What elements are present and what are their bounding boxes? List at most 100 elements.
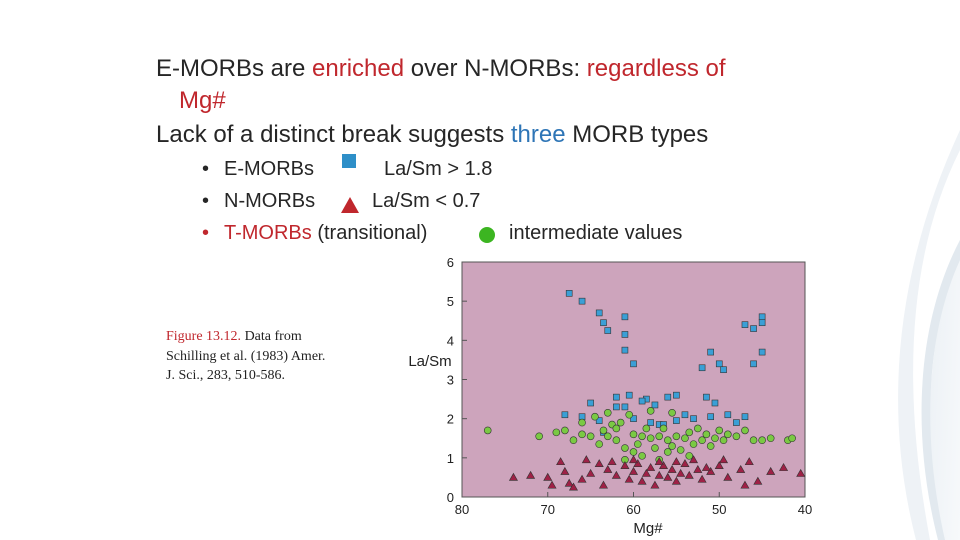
statement-line-1: E-MORBs are enriched over N-MORBs: regar… bbox=[156, 55, 726, 83]
n-morb-point bbox=[633, 459, 643, 468]
line1-text-a: E-MORBs are bbox=[156, 55, 313, 82]
t-morb-point bbox=[659, 424, 668, 433]
t-morb-point bbox=[646, 407, 655, 415]
red-triangle-icon bbox=[341, 197, 359, 213]
x-tick-label: 80 bbox=[455, 502, 469, 517]
n-morb-point bbox=[654, 457, 664, 466]
t-morb-point bbox=[663, 448, 672, 456]
t-morb-point bbox=[672, 432, 681, 441]
e-morb-point bbox=[625, 391, 633, 399]
n-morb-point bbox=[796, 468, 806, 477]
n-morb-point bbox=[663, 472, 673, 481]
n-morb-point bbox=[723, 472, 733, 481]
n-morb-point bbox=[676, 468, 686, 477]
n-morb-point bbox=[680, 459, 690, 468]
t-morb-point bbox=[603, 408, 612, 417]
statement-line-2: Lack of a distinct break suggests three … bbox=[156, 121, 708, 149]
y-tick-label: 1 bbox=[447, 451, 454, 466]
e-morb-point bbox=[673, 417, 680, 424]
t-morb-point bbox=[676, 446, 685, 454]
e-morb-point bbox=[750, 360, 757, 368]
bullet-t-morbs: • T-MORBs (transitional) bbox=[202, 222, 427, 245]
t-morb-point bbox=[483, 426, 492, 435]
t-morb-point bbox=[629, 448, 638, 456]
t-morb-point bbox=[561, 426, 569, 435]
t-morb-point bbox=[719, 436, 728, 445]
t-morb-point bbox=[595, 440, 603, 448]
n-morb-point bbox=[581, 455, 591, 464]
bullet-t-morbs-name: T-MORBs bbox=[224, 222, 312, 244]
t-morb-point bbox=[698, 436, 706, 445]
line1-highlight-regardless: regardless of bbox=[586, 55, 726, 82]
line2-text-c: MORB types bbox=[565, 121, 709, 148]
n-morb-point bbox=[671, 476, 681, 485]
t-morb-point bbox=[681, 434, 689, 443]
n-morb-point bbox=[526, 470, 536, 479]
e-morb-point bbox=[600, 319, 607, 327]
t-morb-point bbox=[724, 430, 732, 439]
n-morb-point bbox=[736, 464, 746, 473]
n-morb-point bbox=[577, 474, 587, 483]
x-tick-label: 50 bbox=[712, 502, 726, 517]
e-morb-point bbox=[621, 403, 629, 411]
n-morb-point bbox=[594, 459, 604, 468]
e-morb-point bbox=[651, 401, 659, 409]
n-morb-point bbox=[560, 466, 570, 475]
t-morb-point bbox=[638, 452, 646, 460]
t-morb-point bbox=[591, 412, 599, 421]
y-tick-label: 0 bbox=[447, 490, 454, 505]
x-axis: 80 70 60 50 40 bbox=[455, 492, 812, 517]
e-morb-point bbox=[613, 393, 620, 401]
n-morb-point bbox=[740, 480, 750, 489]
bullet-e-morbs-name: E-MORBs bbox=[224, 158, 314, 180]
e-morb-point bbox=[741, 413, 749, 421]
bullet-e-morbs: • E-MORBs bbox=[202, 158, 314, 181]
t-morb-point bbox=[552, 428, 561, 437]
t-morb-point bbox=[578, 430, 586, 439]
n-morb-point bbox=[628, 466, 639, 475]
e-morb-point bbox=[595, 417, 603, 424]
e-morb-point bbox=[604, 327, 612, 334]
t-morb-point bbox=[668, 442, 676, 450]
t-morb-point bbox=[741, 426, 749, 435]
t-morb-point bbox=[612, 436, 621, 445]
n-morb-point bbox=[607, 457, 617, 466]
data-points bbox=[483, 290, 806, 491]
t-morb-point bbox=[616, 418, 625, 427]
n-morb-point bbox=[697, 474, 707, 483]
e-morb-point bbox=[758, 313, 766, 321]
n-morb-point bbox=[508, 472, 518, 481]
statement-line-1-continued: Mg# bbox=[179, 87, 226, 114]
y-axis-label: La/Sm bbox=[408, 353, 451, 370]
bullet-e-morbs-criterion: La/Sm > 1.8 bbox=[384, 158, 493, 180]
e-morb-point bbox=[733, 419, 740, 426]
e-morb-point bbox=[621, 331, 629, 338]
t-morb-point bbox=[646, 434, 655, 443]
e-morb-point bbox=[595, 309, 603, 317]
line2-highlight-three: three bbox=[510, 121, 566, 148]
bullet-n-morbs-criterion: La/Sm < 0.7 bbox=[372, 190, 481, 212]
e-morb-point bbox=[621, 346, 629, 354]
y-axis: 0 1 2 3 4 5 6 bbox=[447, 255, 467, 505]
n-morb-point bbox=[641, 468, 651, 477]
n-morb-point bbox=[701, 463, 711, 471]
y-tick-label: 6 bbox=[447, 255, 454, 270]
e-morb-point bbox=[707, 348, 714, 356]
e-morb-point bbox=[750, 325, 757, 332]
n-morb-point bbox=[654, 470, 664, 479]
n-morb-point bbox=[753, 476, 763, 485]
bullet-marker: • bbox=[202, 222, 210, 244]
e-morb-point bbox=[613, 403, 620, 411]
n-morb-point bbox=[693, 464, 703, 473]
n-morb-point bbox=[556, 457, 566, 466]
n-morb-point bbox=[646, 463, 656, 471]
t-morb-point bbox=[642, 424, 651, 433]
e-morb-point bbox=[561, 411, 569, 419]
decorative-swoosh bbox=[898, 0, 960, 540]
t-morb-point bbox=[578, 418, 586, 427]
e-morb-point bbox=[681, 411, 689, 419]
n-morb-point bbox=[628, 455, 639, 464]
e-morb-point bbox=[741, 321, 749, 328]
t-morb-point bbox=[711, 434, 719, 443]
caption-text-3: J. Sci., 283, 510-586. bbox=[166, 368, 285, 383]
